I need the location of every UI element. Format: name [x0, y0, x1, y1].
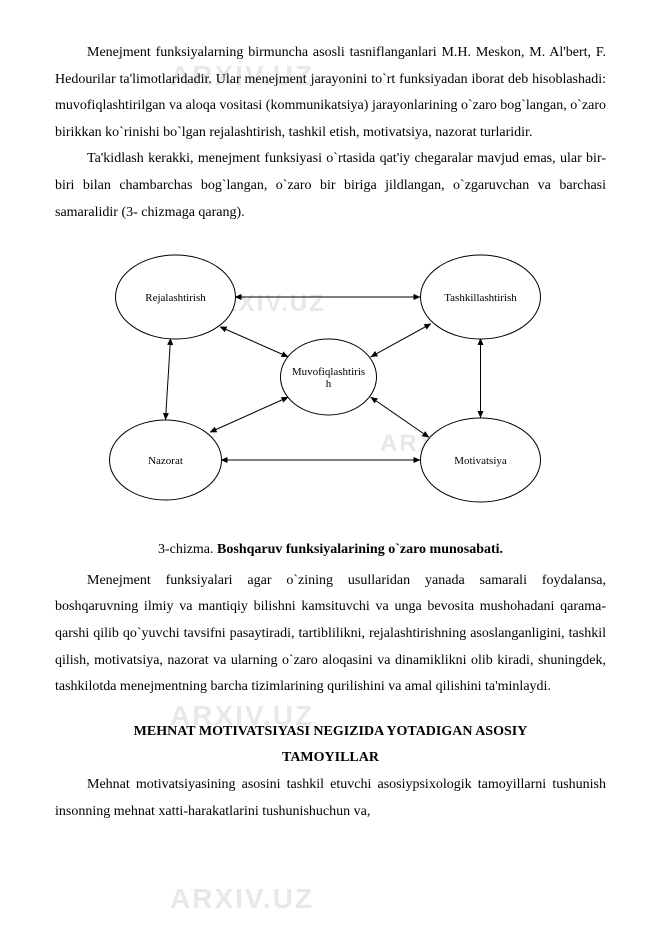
paragraph-4: Mehnat motivatsiyasining asosini tashkil…	[55, 772, 606, 825]
diagram-node-label: Nazorat	[148, 455, 183, 467]
paragraph-1: Menejment funksiyalarning birmuncha asos…	[55, 40, 606, 146]
caption-bold: Boshqaruv funksiyalarining o`zaro munosa…	[217, 542, 503, 557]
diagram-node-label: Rejalashtirish	[145, 292, 206, 304]
diagram-node-label: h	[326, 378, 332, 390]
section-heading-line2: TAMOYILLAR	[55, 745, 606, 772]
diagram-edge	[211, 397, 289, 432]
diagram-edge	[371, 324, 431, 357]
page-content: Menejment funksiyalarning birmuncha asos…	[55, 40, 606, 825]
paragraph-2: Ta'kidlash kerakki, menejment funksiyasi…	[55, 146, 606, 226]
figure-caption: 3-chizma. Boshqaruv funksiyalarining o`z…	[55, 537, 606, 564]
paragraph-3: Menejment funksiyalari agar o`zining usu…	[55, 568, 606, 701]
diagram-node-label: Muvofiqlashtiris	[292, 366, 365, 378]
section-heading-line1: MEHNAT MOTIVATSIYASI NEGIZIDA YOTADIGAN …	[55, 719, 606, 746]
diagram-edge	[221, 327, 289, 357]
diagram-node-label: Tashkillashtirish	[444, 292, 517, 304]
caption-prefix: 3-chizma.	[158, 542, 217, 557]
diagram-edge	[166, 339, 171, 420]
flowchart-diagram: Rejalashtirish Tashkillashtirish Muvofiqla…	[55, 232, 606, 522]
watermark: ARXIV.UZ	[170, 883, 314, 915]
diagram-node-label: Motivatsiya	[454, 455, 507, 467]
diagram-edge	[371, 397, 429, 437]
